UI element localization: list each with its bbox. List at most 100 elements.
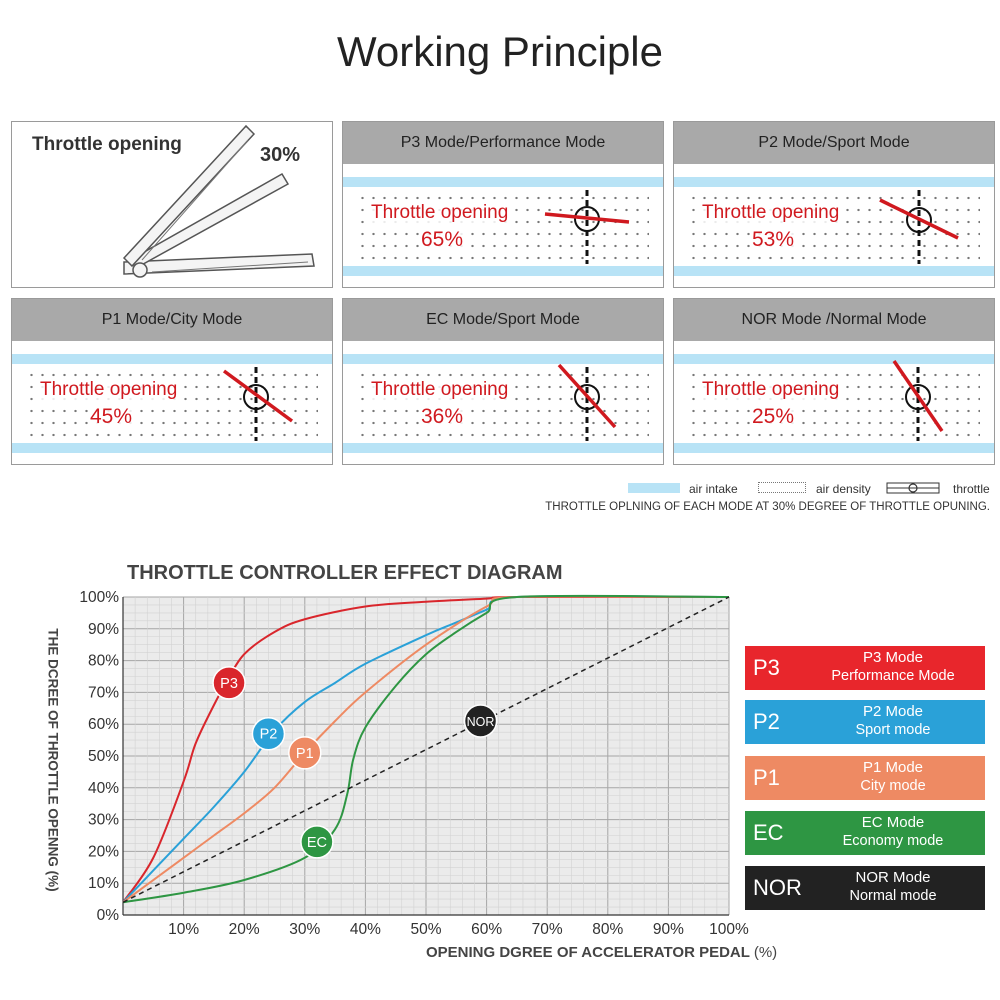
x-tick-label: 30% xyxy=(289,921,320,938)
throttle-opening-label: Throttle opening xyxy=(32,134,182,155)
x-tick-label: 60% xyxy=(471,921,502,938)
y-tick-label: 20% xyxy=(88,843,119,860)
series-marker-label: NOR xyxy=(467,715,495,729)
legend-code: EC xyxy=(753,820,784,845)
air-intake-band xyxy=(343,443,663,453)
y-tick-label: 80% xyxy=(88,653,119,670)
x-tick-label: 40% xyxy=(350,921,381,938)
air-intake-band xyxy=(343,266,663,276)
mode-panel-header: NOR Mode /Normal Mode xyxy=(674,299,994,341)
y-tick-label: 10% xyxy=(88,875,119,892)
legend-item-ec: EC EC Mode Economy mode xyxy=(745,811,985,855)
legend-code: P2 xyxy=(753,709,780,734)
chart-title: THROTTLE CONTROLLER EFFECT DIAGRAM xyxy=(127,562,563,584)
legend-line2: City mode xyxy=(860,778,926,794)
air-intake-swatch xyxy=(628,483,680,493)
series-marker-p3 xyxy=(212,666,246,700)
series-marker-label: P2 xyxy=(260,727,278,743)
series-marker-label: EC xyxy=(307,835,327,851)
y-tick-label: 0% xyxy=(97,907,120,924)
y-tick-label: 40% xyxy=(88,780,119,797)
throttle-opening-label: Throttle opening xyxy=(369,379,511,401)
series-marker-label: P3 xyxy=(220,676,238,692)
series-line-nor xyxy=(122,596,730,903)
air-intake-band xyxy=(343,177,663,187)
y-tick-label: 100% xyxy=(79,589,119,606)
series-marker-ec xyxy=(300,825,334,859)
mode-panel-header: EC Mode/Sport Mode xyxy=(343,299,663,341)
throttle-valve-icon xyxy=(222,367,294,441)
page-title: Working Principle xyxy=(336,28,663,75)
series-line-p1 xyxy=(122,595,730,904)
throttle-opening-value: 45% xyxy=(88,405,135,429)
x-axis-label: OPENING DGREE OF ACCELERATOR PEDAL xyxy=(426,944,750,961)
throttle-opening-value: 36% xyxy=(419,405,466,429)
x-tick-label: 100% xyxy=(709,921,749,938)
legend-line2: Performance Mode xyxy=(831,668,955,684)
x-tick-label: 10% xyxy=(168,921,199,938)
x-tick-label: 20% xyxy=(229,921,260,938)
plot-area xyxy=(123,597,729,915)
legend-code: NOR xyxy=(753,875,802,900)
air-density-legend-label: air density xyxy=(816,482,871,496)
throttle-opening-value: 53% xyxy=(750,228,797,252)
legend-line2: Economy mode xyxy=(842,833,944,849)
series-line-ec xyxy=(122,594,730,904)
series-marker-p2 xyxy=(251,716,286,751)
legend-line2: Sport mode xyxy=(855,722,931,738)
air-intake-legend-label: air intake xyxy=(689,482,738,496)
air-intake-band xyxy=(674,266,994,276)
legend-item-p1: P1 P1 Mode City mode xyxy=(745,756,985,800)
y-tick-label: 60% xyxy=(88,716,119,733)
y-axis-label: THE DCREE OF THROTTLE OPENNG (%) xyxy=(45,628,61,892)
series-marker-p1 xyxy=(288,736,322,770)
legend-item-nor: NOR NOR Mode Normal mode xyxy=(745,866,985,910)
legend-line2: Normal mode xyxy=(849,888,937,904)
mode-panel-header: P1 Mode/City Mode xyxy=(12,299,332,341)
y-tick-label: 90% xyxy=(88,621,119,638)
air-density-swatch xyxy=(758,482,806,493)
pedal-illustration xyxy=(122,124,315,278)
series-marker-label: P1 xyxy=(296,746,314,762)
x-axis-label-wrap: OPENING DGREE OF ACCELERATOR PEDAL (%) xyxy=(426,944,777,961)
x-axis-unit: (%) xyxy=(753,944,778,961)
legend-code: P3 xyxy=(753,655,780,680)
series-line-p2 xyxy=(122,595,730,903)
air-intake-band xyxy=(674,443,994,453)
mode-panel-p1: P1 Mode/City Mode Throttle opening 45% xyxy=(11,298,333,465)
throttle-valve-icon xyxy=(544,190,630,264)
legend-line1: P2 Mode xyxy=(862,703,924,720)
air-intake-band xyxy=(674,177,994,187)
throttle-illustration-panel: Throttle opening 30% xyxy=(11,121,333,288)
series-line-p3 xyxy=(122,595,730,903)
air-intake-band xyxy=(674,354,994,364)
throttle-legend-icon xyxy=(886,482,940,494)
throttle-valve-icon xyxy=(879,190,959,264)
legend-line1: EC Mode xyxy=(861,814,925,831)
x-tick-label: 80% xyxy=(592,921,623,938)
air-intake-band xyxy=(12,443,332,453)
mode-panel-ec: EC Mode/Sport Mode Throttle opening 36% xyxy=(342,298,664,465)
throttle-opening-value: 25% xyxy=(750,405,797,429)
mode-panel-header: P3 Mode/Performance Mode xyxy=(343,122,663,164)
throttle-legend-label: throttle xyxy=(953,482,990,496)
throttle-opening-label: Throttle opening xyxy=(700,202,842,224)
air-intake-band xyxy=(12,354,332,364)
legend-code: P1 xyxy=(753,765,780,790)
mode-panel-header: P2 Mode/Sport Mode xyxy=(674,122,994,164)
legend-line1: NOR Mode xyxy=(855,869,931,886)
y-tick-label: 70% xyxy=(88,684,119,701)
legend-item-p3: P3 P3 Mode Performance Mode xyxy=(745,646,985,690)
x-tick-label: 90% xyxy=(653,921,684,938)
legend-line1: P3 Mode xyxy=(862,649,924,666)
mode-panel-p3: P3 Mode/Performance Mode Throttle openin… xyxy=(342,121,664,288)
air-intake-band xyxy=(343,354,663,364)
series-marker-nor xyxy=(463,704,498,738)
legend-line1: P1 Mode xyxy=(862,759,924,776)
x-tick-label: 70% xyxy=(532,921,563,938)
x-tick-label: 50% xyxy=(410,921,441,938)
throttle-opening-label: Throttle opening xyxy=(700,379,842,401)
throttle-angle-value: 30% xyxy=(260,144,301,166)
throttle-opening-value: 65% xyxy=(419,228,466,252)
mode-panel-nor: NOR Mode /Normal Mode Throttle opening 2… xyxy=(673,298,995,465)
